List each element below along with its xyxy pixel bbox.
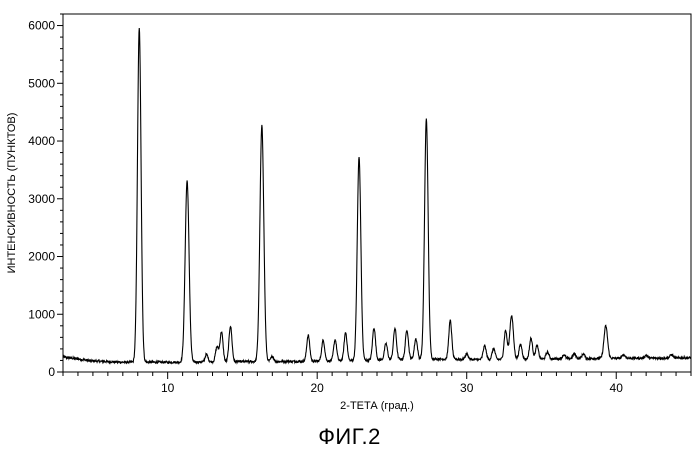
y-tick-label: 1000 bbox=[28, 307, 55, 321]
y-tick-label: 3000 bbox=[28, 192, 55, 206]
x-axis-ticks: 10 20 30 40 bbox=[63, 372, 691, 395]
x-axis-label: 2-ТЕТА (град.) bbox=[340, 400, 414, 412]
y-tick-label: 5000 bbox=[28, 76, 55, 90]
figure-caption: ФИГ.2 bbox=[0, 424, 699, 450]
y-tick-label: 4000 bbox=[28, 134, 55, 148]
x-tick-label: 20 bbox=[311, 381, 325, 395]
x-tick-label: 10 bbox=[161, 381, 175, 395]
plot-frame bbox=[63, 14, 691, 372]
diffraction-trace bbox=[63, 28, 691, 363]
y-axis-ticks: 0 1000 2000 3000 4000 5000 6000 bbox=[28, 14, 63, 379]
y-axis-label: ИНТЕНСИВНОСТЬ (ПУНКТОВ) bbox=[6, 113, 18, 274]
y-tick-label: 0 bbox=[48, 365, 55, 379]
x-tick-label: 40 bbox=[610, 381, 624, 395]
y-tick-label: 6000 bbox=[28, 19, 55, 33]
y-tick-label: 2000 bbox=[28, 250, 55, 264]
x-tick-label: 30 bbox=[460, 381, 474, 395]
xrd-chart: 10 20 30 40 0 1000 2000 3000 4000 5000 6000 2-ТЕТ… bbox=[0, 0, 699, 420]
